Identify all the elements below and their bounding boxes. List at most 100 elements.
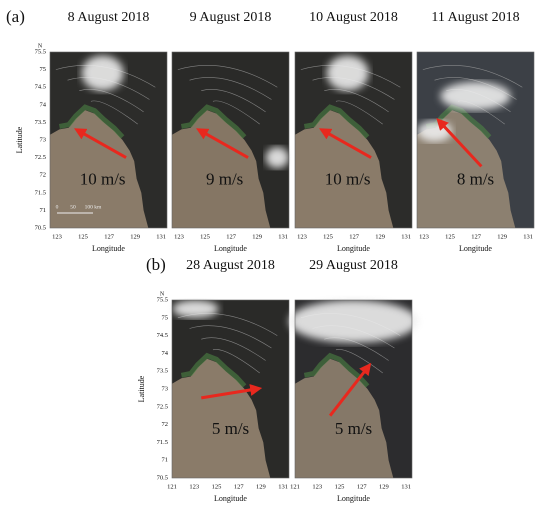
wind-arrow <box>328 362 372 417</box>
x-tick-label: 123 <box>419 233 429 240</box>
satellite-image <box>289 299 418 479</box>
cloud <box>81 55 124 91</box>
x-tick-label: 129 <box>497 233 507 240</box>
contour <box>335 349 383 374</box>
y-tick-label: 73.5 <box>35 119 46 126</box>
y-tick-label: 72.5 <box>157 403 168 410</box>
contour <box>201 337 266 361</box>
map-date: 29 August 2018 <box>309 258 398 273</box>
cloud <box>289 300 418 343</box>
contour <box>201 89 266 113</box>
wind-speed: 8 m/s <box>457 169 494 188</box>
x-tick-label: 125 <box>78 233 88 240</box>
y-tick-label: 71 <box>162 457 169 464</box>
x-tick-label: 129 <box>252 233 262 240</box>
cloud <box>172 300 219 318</box>
satellite-image <box>416 51 535 229</box>
x-tick-label: 131 <box>523 233 533 240</box>
x-tick-label: 121 <box>167 483 177 490</box>
wind-arrow <box>319 128 372 159</box>
x-tick-label: 127 <box>349 233 360 240</box>
x-tick-label: 131 <box>401 483 411 490</box>
image-frame <box>416 51 535 229</box>
x-axis-label: Longitude <box>337 494 370 503</box>
x-tick-label: 125 <box>445 233 455 240</box>
scale-label: 100 km <box>85 204 102 210</box>
x-tick-label: 129 <box>379 483 389 490</box>
image-frame <box>294 299 413 479</box>
satellite-image <box>171 51 290 229</box>
map-date: 9 August 2018 <box>190 10 272 25</box>
satellite-image <box>171 299 290 479</box>
x-tick-label: 123 <box>189 483 199 490</box>
y-tick-label: 74 <box>162 350 169 357</box>
x-tick-label: 125 <box>212 483 222 490</box>
x-tick-label: 123 <box>52 233 62 240</box>
satellite-image <box>49 51 168 229</box>
wind-speed: 5 m/s <box>335 419 372 438</box>
contour <box>177 65 278 88</box>
axis-unit: N <box>160 291 165 297</box>
y-tick-label: 74.5 <box>157 332 168 339</box>
sea-area <box>172 358 271 478</box>
y-tick-label: 74.5 <box>35 84 46 91</box>
y-tick-label: 75 <box>40 66 47 73</box>
contour <box>212 100 260 125</box>
x-axis-label: Longitude <box>214 494 247 503</box>
sea-area <box>295 358 394 478</box>
x-tick-label: 131 <box>278 233 288 240</box>
contour <box>189 77 272 100</box>
y-tick-label: 73 <box>40 136 47 143</box>
satellite-image <box>294 51 413 229</box>
sea-area <box>172 110 271 228</box>
y-tick-label: 73 <box>162 385 169 392</box>
x-tick-label: 123 <box>174 233 184 240</box>
contour <box>335 100 383 125</box>
x-tick-label: 131 <box>278 483 288 490</box>
wind-arrow <box>196 128 249 159</box>
image-frame <box>49 51 168 229</box>
scale-label: 0 <box>56 204 59 210</box>
contour <box>324 89 389 113</box>
x-tick-label: 127 <box>104 233 115 240</box>
map-date: 28 August 2018 <box>186 258 275 273</box>
x-tick-label: 127 <box>226 233 237 240</box>
wind-arrow <box>436 118 483 168</box>
x-tick-label: 127 <box>471 233 482 240</box>
contour <box>79 89 144 113</box>
image-frame <box>171 299 290 479</box>
y-axis-label: Latitude <box>137 375 146 402</box>
x-tick-label: 131 <box>156 233 166 240</box>
y-tick-label: 70.5 <box>157 474 168 481</box>
x-axis-label: Longitude <box>337 244 370 253</box>
map-date: 8 August 2018 <box>68 10 150 25</box>
x-tick-label: 125 <box>200 233 210 240</box>
y-tick-label: 71.5 <box>35 189 46 196</box>
coast-tint <box>303 104 370 139</box>
cloud <box>440 81 511 111</box>
coast-tint <box>180 352 247 388</box>
x-tick-label: 123 <box>297 233 307 240</box>
coast-tint <box>58 104 125 139</box>
cloud <box>326 55 369 91</box>
y-tick-label: 75.5 <box>35 48 46 55</box>
x-tick-label: 129 <box>256 483 266 490</box>
x-axis-label: Longitude <box>459 244 492 253</box>
axis-unit: N <box>38 43 43 49</box>
sea-area <box>295 110 394 228</box>
y-tick-label: 71 <box>40 207 47 214</box>
scale-label: 50 <box>70 204 76 210</box>
scale-bar: 0 50 100 km <box>56 204 102 214</box>
contour <box>90 100 138 125</box>
wind-arrow <box>201 384 263 400</box>
map-date: 11 August 2018 <box>431 10 519 25</box>
wind-speed: 5 m/s <box>212 419 249 438</box>
x-tick-label: 129 <box>375 233 385 240</box>
coast-tint <box>303 352 370 388</box>
contour <box>212 349 260 374</box>
y-tick-label: 72 <box>162 421 169 428</box>
x-tick-label: 131 <box>401 233 411 240</box>
y-tick-label: 75.5 <box>157 296 168 303</box>
y-tick-label: 70.5 <box>35 224 46 231</box>
